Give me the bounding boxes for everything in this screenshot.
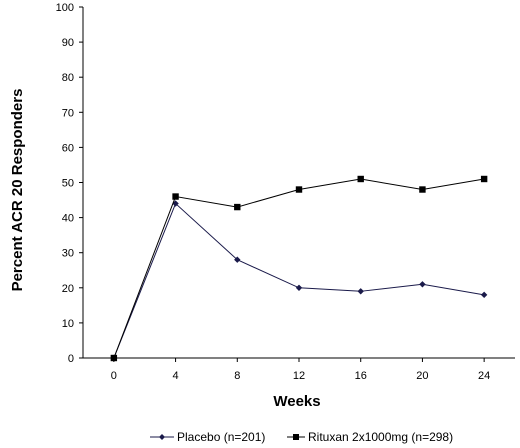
y-ticks: 0 10 20 30 40 50 60 70 80 90 100 — [56, 2, 83, 365]
x-tick-label: 8 — [234, 370, 240, 382]
x-ticks: 0 4 8 12 16 20 24 — [111, 358, 490, 382]
y-tick-label: 50 — [62, 178, 74, 190]
data-point-diamond — [295, 284, 303, 291]
y-tick-label: 20 — [62, 283, 74, 295]
y-tick-label: 40 — [62, 213, 74, 225]
x-tick-label: 0 — [111, 370, 117, 382]
legend-label-placebo: Placebo (n=201) — [177, 430, 265, 444]
y-tick-label: 100 — [56, 2, 74, 14]
y-tick-label: 0 — [68, 353, 74, 365]
legend-marker-diamond — [159, 434, 165, 440]
series-line — [113, 202, 485, 359]
data-point-diamond — [480, 291, 488, 299]
x-axis-title: Weeks — [273, 393, 320, 410]
x-tick-label: 4 — [173, 370, 179, 382]
x-tick-label: 24 — [478, 370, 490, 382]
data-point-square — [295, 186, 303, 193]
legend: Placebo (n=201) Rituxan 2x1000mg (n=298) — [150, 430, 453, 444]
y-tick-label: 70 — [62, 107, 74, 119]
y-tick-label: 80 — [62, 72, 74, 84]
x-tick-label: 12 — [293, 370, 305, 382]
data-point-square — [480, 175, 488, 183]
y-axis-title: Percent ACR 20 Responders — [9, 89, 26, 292]
data-point-square — [110, 354, 118, 362]
data-point-square — [172, 193, 179, 200]
legend-item-placebo: Placebo (n=201) — [150, 430, 265, 444]
x-tick-label: 20 — [416, 370, 428, 382]
series-layer — [110, 175, 488, 362]
x-tick-label: 16 — [355, 370, 367, 382]
y-tick-label: 60 — [62, 142, 74, 154]
data-point-square — [357, 175, 364, 183]
y-tick-label: 90 — [62, 37, 74, 49]
series-placebo — [110, 200, 488, 362]
series-rituxan — [110, 175, 488, 362]
data-point-diamond — [234, 256, 241, 263]
legend-item-rituxan: Rituxan 2x1000mg (n=298) — [287, 430, 453, 444]
data-point-diamond — [357, 288, 364, 295]
series-line — [113, 178, 485, 359]
data-point-square — [419, 186, 426, 193]
legend-label-rituxan: Rituxan 2x1000mg (n=298) — [308, 430, 453, 444]
legend-marker-square — [293, 434, 299, 440]
data-point-square — [234, 203, 241, 211]
y-tick-label: 30 — [62, 248, 74, 260]
data-point-diamond — [419, 281, 426, 288]
y-tick-label: 10 — [62, 318, 74, 330]
